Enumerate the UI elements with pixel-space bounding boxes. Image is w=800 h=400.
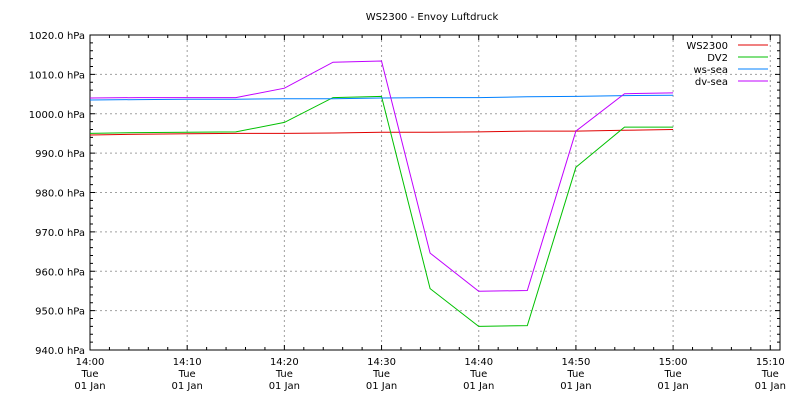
x-tick-label: 01 Jan xyxy=(366,381,397,392)
chart-title: WS2300 - Envoy Luftdruck xyxy=(366,12,499,23)
x-tick-label: 15:10 xyxy=(756,357,785,368)
x-tick-label: 01 Jan xyxy=(560,381,591,392)
legend-label: dv-sea xyxy=(695,77,728,88)
y-tick-label: 1000.0 hPa xyxy=(29,110,85,121)
x-tick-label: 14:20 xyxy=(270,357,299,368)
x-tick-label: 14:50 xyxy=(562,357,591,368)
x-tick-label: Tue xyxy=(664,369,682,380)
x-tick-label: 14:00 xyxy=(76,357,105,368)
x-tick-label: 01 Jan xyxy=(463,381,494,392)
x-tick-label: Tue xyxy=(275,369,293,380)
series-lines xyxy=(89,60,674,327)
y-tick-label: 970.0 hPa xyxy=(35,228,85,239)
x-tick-label: Tue xyxy=(80,369,98,380)
legend-label: WS2300 xyxy=(686,41,728,52)
series-line-dv2 xyxy=(89,95,674,327)
x-tick-label: 14:10 xyxy=(173,357,202,368)
grid-lines xyxy=(90,35,780,350)
x-tick-label: 01 Jan xyxy=(657,381,688,392)
x-tick-label: Tue xyxy=(469,369,487,380)
x-tick-label: Tue xyxy=(566,369,584,380)
series-line-ws-sea xyxy=(89,94,674,101)
x-tick-label: Tue xyxy=(372,369,390,380)
y-tick-label: 1020.0 hPa xyxy=(29,31,85,42)
series-line-dv-sea xyxy=(89,60,674,292)
y-tick-label: 980.0 hPa xyxy=(35,189,85,200)
y-tick-label: 950.0 hPa xyxy=(35,307,85,318)
legend-label: DV2 xyxy=(707,53,728,64)
y-tick-label: 940.0 hPa xyxy=(35,346,85,357)
x-tick-label: 14:30 xyxy=(367,357,396,368)
x-tick-label: 01 Jan xyxy=(172,381,203,392)
x-tick-label: 14:40 xyxy=(464,357,493,368)
y-tick-label: 960.0 hPa xyxy=(35,267,85,278)
x-tick-label: Tue xyxy=(178,369,196,380)
legend-label: ws-sea xyxy=(694,65,729,76)
x-tick-label: 01 Jan xyxy=(755,381,786,392)
y-tick-label: 990.0 hPa xyxy=(35,149,85,160)
x-tick-label: 01 Jan xyxy=(269,381,300,392)
x-tick-label: 15:00 xyxy=(659,357,688,368)
x-tick-label: 01 Jan xyxy=(74,381,105,392)
y-tick-label: 1010.0 hPa xyxy=(29,70,85,81)
x-tick-label: Tue xyxy=(761,369,779,380)
axes: 940.0 hPa 950.0 hPa 960.0 hPa 970.0 hPa 980.… xyxy=(29,31,786,392)
